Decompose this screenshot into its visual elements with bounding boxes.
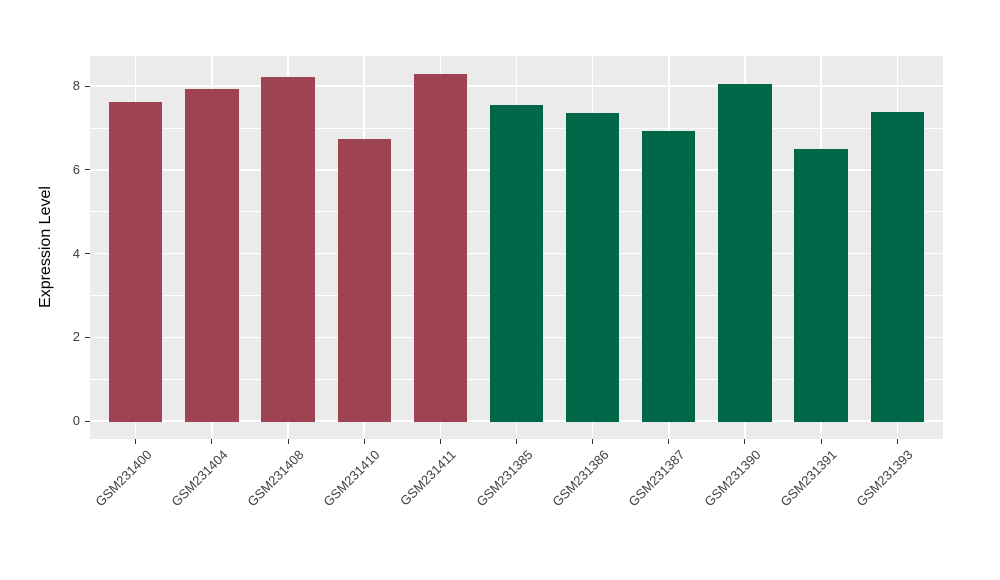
bar-GSM231410 xyxy=(337,139,391,422)
y-tick-mark xyxy=(85,336,90,338)
bar-GSM231386 xyxy=(566,113,620,422)
y-tick-label: 8 xyxy=(72,78,80,94)
y-tick-label: 6 xyxy=(72,161,80,177)
x-tick-mark xyxy=(744,439,746,444)
bar-GSM231411 xyxy=(413,73,467,422)
x-tick-mark xyxy=(211,439,213,444)
bar-GSM231385 xyxy=(489,104,544,422)
x-tick-mark xyxy=(668,439,670,444)
y-tick-mark xyxy=(85,85,90,87)
x-tick-mark xyxy=(820,439,822,444)
x-tick-label: GSM231400 xyxy=(92,447,155,510)
x-tick-mark xyxy=(363,439,365,444)
x-tick-mark xyxy=(439,439,441,444)
x-tick-mark xyxy=(287,439,289,444)
y-tick-mark xyxy=(85,169,90,171)
bar-GSM231391 xyxy=(794,148,848,422)
y-tick-label: 2 xyxy=(72,329,80,345)
bar-GSM231387 xyxy=(642,131,696,422)
y-tick-label: 0 xyxy=(72,413,80,428)
x-tick-mark xyxy=(896,439,898,444)
x-tick-mark xyxy=(516,439,517,444)
x-tick-mark xyxy=(135,439,137,444)
y-tick-mark xyxy=(85,420,90,422)
bar-GSM231400 xyxy=(109,101,163,422)
y-tick-label: 4 xyxy=(72,245,80,261)
plot-panel xyxy=(90,56,943,439)
bar-GSM231404 xyxy=(185,89,239,422)
bar-GSM231390 xyxy=(718,84,772,422)
x-tick-mark xyxy=(592,439,594,444)
y-tick-mark xyxy=(85,253,90,255)
bar-GSM231408 xyxy=(261,76,315,422)
bar-GSM231393 xyxy=(870,112,924,422)
